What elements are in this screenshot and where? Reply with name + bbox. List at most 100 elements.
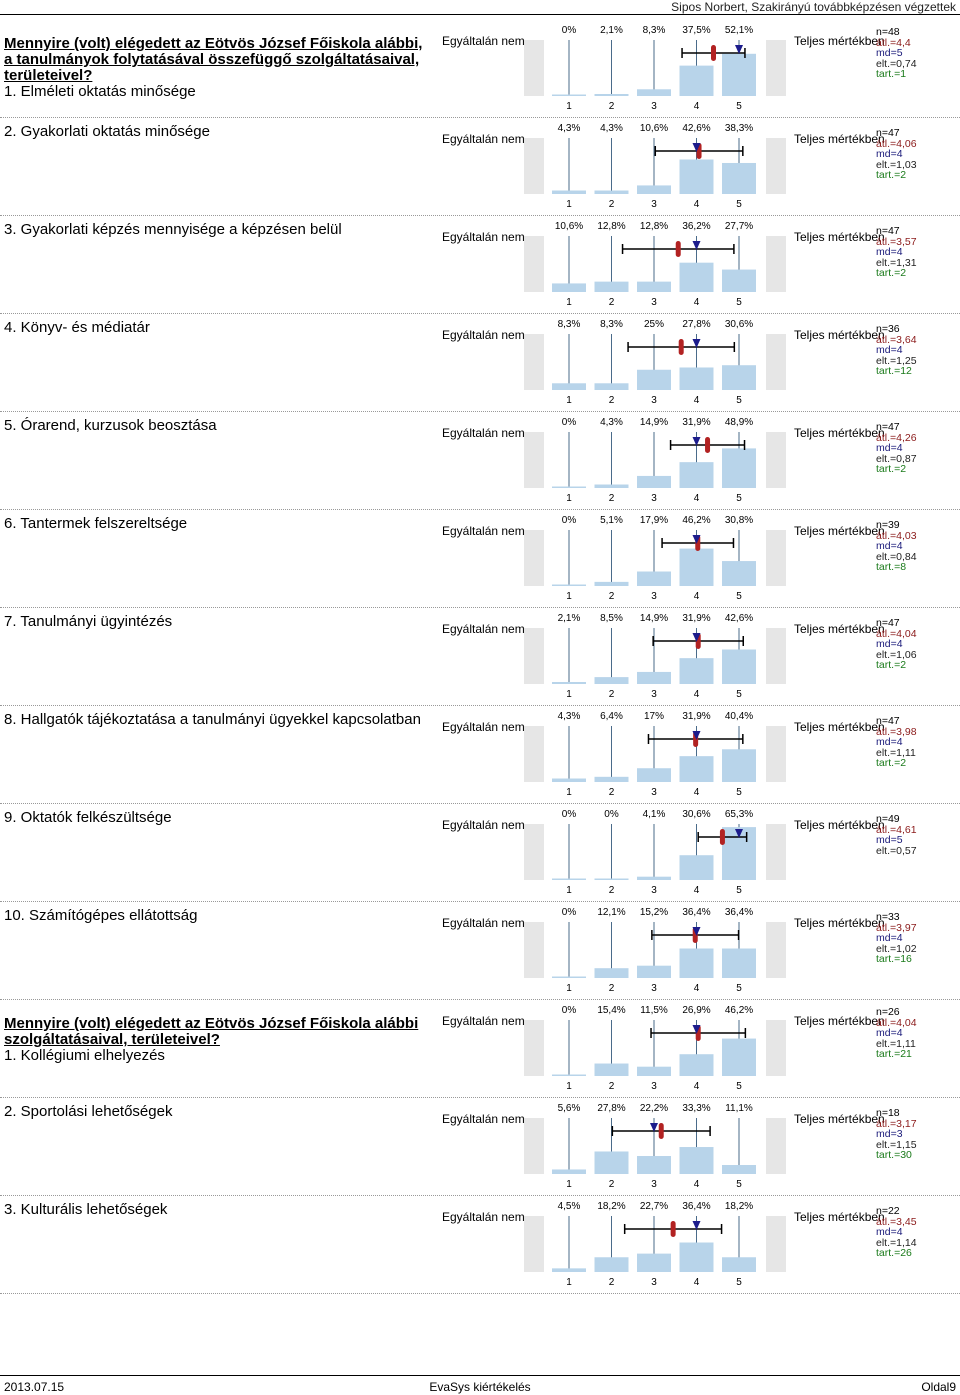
percent-label: 14,9%	[640, 417, 668, 428]
question-row: 9. Oktatók felkészültsége Egyáltalán nem T…	[0, 804, 960, 902]
stats-block: n=47 átl.=3,57 md=4 elt.=1,31 tart.=2	[876, 226, 917, 279]
chart-right-panel	[766, 1020, 786, 1076]
stat-n: n=47	[876, 715, 900, 727]
scale-right-label: Teljes mértékben	[794, 132, 885, 146]
chart-left-panel	[524, 432, 544, 488]
tick-label: 3	[651, 591, 657, 602]
distribution-bar	[594, 1151, 629, 1174]
stat-mean: átl.=4,4	[876, 36, 911, 49]
distribution-chart: 0% 5,1% 17,9% 46,2% 30,8% 1 2 3 4 5	[524, 515, 786, 602]
chart-left-panel	[524, 922, 544, 978]
median-marker	[692, 143, 701, 152]
stat-median: md=4	[876, 932, 903, 944]
mean-marker	[678, 339, 684, 355]
stat-median: md=4	[876, 442, 903, 454]
tick-label: 5	[736, 1277, 742, 1288]
tick-label: 2	[609, 983, 615, 994]
percent-label: 4,3%	[600, 417, 623, 428]
stat-n: n=33	[876, 911, 900, 923]
percent-label: 12,8%	[640, 221, 668, 232]
tick-label: 1	[566, 297, 572, 308]
distribution-bar	[594, 878, 629, 880]
tick-label: 4	[694, 591, 700, 602]
stat-n: n=26	[876, 1006, 900, 1018]
distribution-chart: 10,6% 12,8% 12,8% 36,2% 27,7% 1 2 3 4 5	[524, 221, 786, 308]
distribution-bar	[637, 671, 671, 684]
distribution-bar	[679, 948, 714, 978]
tick-label: 5	[736, 395, 742, 406]
percent-label: 0%	[562, 1005, 577, 1016]
percent-label: 5,1%	[600, 515, 623, 526]
stat-median: md=5	[876, 834, 903, 846]
tick-label: 5	[736, 983, 742, 994]
scale-left-label: Egyáltalán nem	[442, 230, 525, 244]
question-text: 8. Hallgatók tájékoztatása a tanulmányi …	[4, 712, 424, 728]
stat-mean: átl.=4,04	[876, 1016, 917, 1029]
stat-sd: elt.=0,57	[876, 844, 917, 857]
percent-label: 52,1%	[725, 25, 753, 36]
question-text: Mennyire (volt) elégedett az Eötvös Józs…	[4, 1016, 424, 1064]
median-marker	[692, 437, 701, 446]
median-marker	[735, 45, 743, 54]
row-divider	[0, 313, 960, 314]
percent-label: 11,5%	[640, 1005, 668, 1016]
tick-label: 1	[566, 101, 572, 112]
percent-label: 12,8%	[597, 221, 625, 232]
stat-sd: elt.=1,11	[876, 746, 916, 759]
row-divider	[0, 803, 960, 804]
distribution-bar	[722, 53, 756, 96]
scale-left-label: Egyáltalán nem	[442, 720, 525, 734]
tick-label: 3	[651, 885, 657, 896]
row-divider	[0, 705, 960, 706]
distribution-bar	[679, 1147, 714, 1174]
tick-label: 4	[694, 1081, 700, 1092]
scale-left-label: Egyáltalán nem	[442, 132, 525, 146]
question-title: 3. Gyakorlati képzés mennyisége a képzés…	[4, 221, 342, 238]
stat-median: md=4	[876, 736, 903, 748]
scale-left-label: Egyáltalán nem	[442, 426, 525, 440]
median-marker	[692, 1025, 701, 1034]
scale-right-label: Teljes mértékben	[794, 1210, 885, 1224]
tick-label: 1	[566, 493, 572, 504]
distribution-bar	[637, 281, 671, 292]
stat-abst: tart.=2	[876, 757, 907, 769]
stat-median: md=4	[876, 148, 903, 160]
tick-label: 1	[566, 591, 572, 602]
distribution-bar	[594, 383, 629, 390]
distribution-bar	[594, 581, 629, 586]
chart-left-panel	[524, 1216, 544, 1272]
percent-label: 27,7%	[725, 221, 753, 232]
distribution-bar	[637, 876, 671, 880]
mean-marker	[711, 45, 716, 61]
median-marker	[692, 339, 701, 348]
distribution-bar	[722, 561, 756, 586]
row-divider	[0, 1293, 960, 1294]
distribution-bar	[679, 262, 714, 292]
mean-marker	[658, 1123, 664, 1139]
tick-label: 2	[609, 787, 615, 798]
tick-label: 1	[566, 689, 572, 700]
tick-label: 4	[694, 297, 700, 308]
chart-left-panel	[524, 334, 544, 390]
chart-right-panel	[766, 432, 786, 488]
percent-label: 8,5%	[600, 613, 623, 624]
scale-right-label: Teljes mértékben	[794, 1112, 885, 1126]
stat-n: n=47	[876, 225, 900, 237]
chart-right-panel	[766, 726, 786, 782]
tick-label: 3	[651, 1081, 657, 1092]
distribution-bar	[637, 89, 671, 96]
distribution-bar	[637, 571, 671, 586]
percent-label: 30,8%	[725, 515, 753, 526]
percent-label: 46,2%	[725, 1005, 753, 1016]
footer-center: EvaSys kiértékelés	[429, 1380, 531, 1394]
chart-right-panel	[766, 236, 786, 292]
stat-mean: átl.=3,17	[876, 1117, 917, 1130]
row-divider	[0, 999, 960, 1000]
row-divider	[0, 411, 960, 412]
distribution-bar	[594, 968, 629, 978]
distribution-bar	[594, 94, 629, 96]
percent-label: 0%	[562, 907, 577, 918]
tick-label: 4	[694, 101, 700, 112]
distribution-chart: 0% 4,3% 14,9% 31,9% 48,9% 1 2 3 4 5	[524, 417, 786, 504]
question-title: 3. Kulturális lehetőségek	[4, 1201, 168, 1218]
